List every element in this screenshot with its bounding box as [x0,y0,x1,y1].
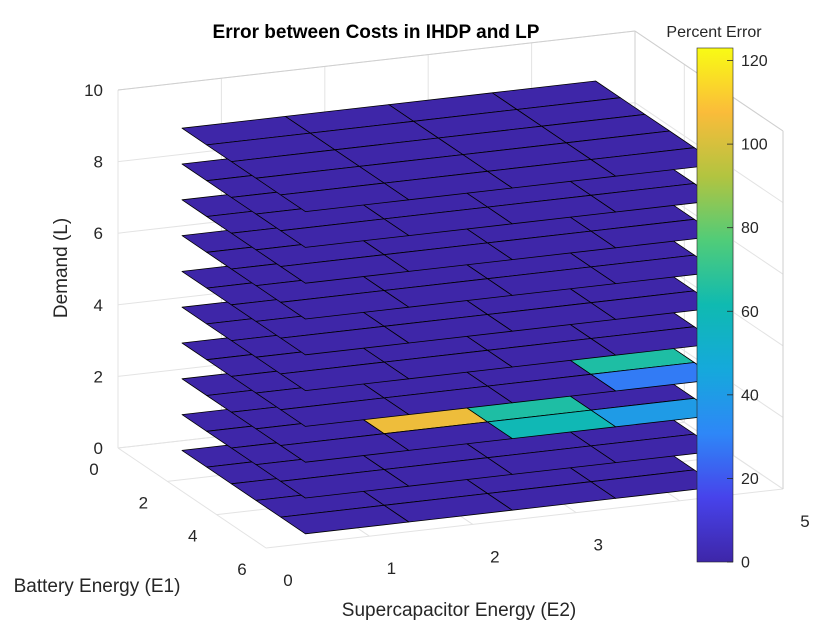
surface-cell [280,254,410,284]
surface-cell [280,290,410,320]
surface-cell [280,397,410,427]
colorbar-tick-label: 100 [741,137,768,154]
surface-cell [280,504,410,535]
colorbar-tick-label: 60 [741,304,759,321]
chart-title: Error between Costs in IHDP and LP [213,22,540,43]
x-tick-label: 6 [237,560,246,579]
colorbar-tick-label: 120 [741,53,768,70]
colorbar-tick-label: 20 [741,471,759,488]
y-tick-label: 0 [283,571,292,590]
x-axis-ticks: 0 2 4 6 [89,460,246,579]
surface-cell [280,361,410,392]
surface-cell [280,218,410,248]
x-tick-label: 4 [188,527,197,546]
x-tick-label: 0 [89,460,98,479]
y-tick-label: 2 [490,547,499,566]
y-tick-label: 1 [387,559,396,578]
x-axis-label: Battery Energy (E1) [14,576,181,597]
colorbar-title: Percent Error [666,24,762,41]
y-tick-label: 3 [593,536,602,555]
colorbar-tick-label: 0 [741,555,750,572]
surface-cell [280,433,410,463]
z-axis-label: Demand (L) [51,218,72,318]
surface-cell [280,325,410,356]
y-tick-label: 5 [800,512,809,531]
colorbar: Percent Error 0 20 40 60 80 100 120 [666,24,767,572]
surface-cell [280,469,410,499]
z-tick-label: 4 [94,296,103,315]
colorbar-tick-label: 40 [741,387,759,404]
colorbar-tick-label: 80 [741,220,759,237]
z-tick-label: 10 [84,81,103,100]
z-tick-label: 6 [94,224,103,243]
z-tick-label: 8 [94,153,103,172]
z-tick-label: 0 [94,439,103,458]
x-tick-label: 2 [139,493,148,512]
surface-slices [181,80,720,535]
colorbar-ticks: 0 20 40 60 80 100 120 [727,53,768,572]
y-axis-label: Supercapacitor Energy (E2) [342,600,576,621]
z-axis-ticks: 0 2 4 6 8 10 [84,81,103,458]
colorbar-gradient [696,47,734,563]
z-tick-label: 2 [94,367,103,386]
surface-slice [181,80,720,213]
surface-cell [280,182,410,213]
